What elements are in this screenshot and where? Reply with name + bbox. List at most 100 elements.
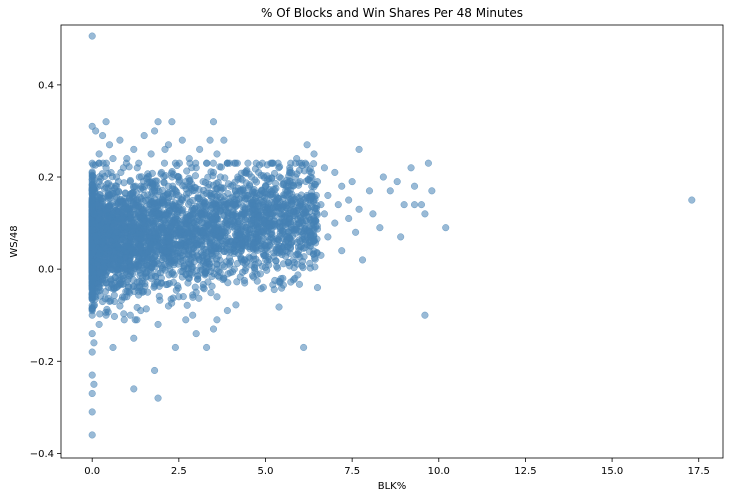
data-point bbox=[144, 173, 152, 181]
data-point bbox=[268, 210, 276, 218]
data-point bbox=[428, 187, 436, 195]
data-point bbox=[195, 194, 203, 202]
data-point bbox=[148, 169, 156, 177]
data-point bbox=[90, 302, 98, 310]
data-point bbox=[99, 132, 107, 140]
data-point bbox=[90, 182, 98, 190]
data-point bbox=[151, 366, 159, 375]
data-point bbox=[96, 191, 104, 199]
data-point bbox=[407, 164, 415, 172]
x-axis-label: BLK% bbox=[378, 481, 407, 492]
data-point bbox=[123, 293, 131, 301]
data-point bbox=[104, 217, 112, 225]
data-point bbox=[171, 343, 179, 351]
data-point bbox=[688, 196, 696, 204]
data-point bbox=[176, 258, 185, 266]
data-point bbox=[293, 155, 301, 163]
data-point bbox=[151, 247, 159, 255]
data-point bbox=[286, 214, 294, 223]
data-point bbox=[104, 170, 112, 178]
data-point bbox=[105, 141, 114, 149]
data-point bbox=[99, 201, 107, 209]
data-point bbox=[204, 278, 212, 286]
data-point bbox=[155, 292, 163, 300]
chart-title: % Of Blocks and Win Shares Per 48 Minute… bbox=[261, 6, 523, 20]
data-point bbox=[270, 169, 279, 177]
data-point bbox=[95, 159, 103, 167]
data-point bbox=[233, 259, 242, 267]
data-point bbox=[95, 150, 103, 158]
data-point bbox=[192, 224, 200, 232]
data-point bbox=[320, 164, 328, 172]
data-point bbox=[133, 164, 141, 172]
data-point bbox=[275, 303, 283, 311]
data-point bbox=[123, 205, 131, 213]
data-point bbox=[116, 196, 124, 204]
data-point bbox=[199, 178, 207, 186]
data-point bbox=[105, 297, 114, 305]
data-point bbox=[345, 214, 353, 223]
data-point bbox=[119, 219, 127, 227]
data-point bbox=[153, 202, 161, 210]
data-point bbox=[171, 159, 179, 167]
data-point bbox=[216, 233, 224, 241]
data-point bbox=[213, 150, 221, 158]
data-point bbox=[410, 182, 419, 190]
data-point bbox=[209, 219, 218, 227]
data-point bbox=[220, 247, 228, 256]
data-point bbox=[164, 141, 172, 149]
data-point bbox=[298, 262, 306, 270]
x-tick-label: 15.0 bbox=[601, 466, 623, 477]
data-point bbox=[88, 265, 96, 273]
data-point bbox=[287, 278, 295, 286]
data-point bbox=[265, 224, 273, 232]
data-point bbox=[88, 311, 96, 319]
data-point bbox=[203, 159, 211, 167]
data-point bbox=[286, 249, 294, 257]
data-point bbox=[224, 189, 232, 198]
data-point bbox=[109, 265, 117, 273]
data-point bbox=[234, 173, 242, 181]
data-point bbox=[249, 187, 257, 195]
data-point bbox=[202, 234, 210, 242]
data-point bbox=[196, 201, 204, 209]
data-point bbox=[133, 284, 141, 292]
data-point bbox=[178, 273, 186, 281]
data-point bbox=[160, 159, 169, 167]
x-tick-label: 5.0 bbox=[258, 466, 274, 477]
data-point bbox=[206, 191, 214, 199]
data-point bbox=[216, 256, 224, 264]
data-point bbox=[286, 177, 294, 185]
data-point bbox=[369, 210, 377, 218]
data-point bbox=[151, 282, 159, 290]
data-point bbox=[196, 145, 204, 153]
data-point bbox=[218, 184, 226, 192]
data-point bbox=[442, 224, 450, 232]
x-tick-label: 10.0 bbox=[428, 466, 450, 477]
data-point bbox=[95, 214, 103, 223]
data-point bbox=[120, 310, 128, 318]
data-point bbox=[227, 182, 235, 190]
data-point bbox=[275, 173, 283, 181]
data-point bbox=[140, 191, 148, 199]
data-point bbox=[140, 251, 148, 259]
data-point bbox=[208, 249, 216, 257]
data-point bbox=[338, 247, 346, 255]
data-point bbox=[102, 118, 110, 126]
data-point bbox=[310, 160, 318, 168]
data-point bbox=[205, 260, 213, 268]
data-point bbox=[207, 267, 215, 275]
data-point bbox=[95, 284, 103, 292]
data-point bbox=[230, 247, 239, 255]
data-point bbox=[300, 205, 308, 213]
data-point bbox=[303, 191, 311, 199]
data-point bbox=[379, 173, 387, 181]
data-point bbox=[102, 311, 110, 319]
data-point bbox=[133, 224, 141, 232]
data-point bbox=[212, 193, 221, 201]
data-point bbox=[164, 182, 172, 190]
data-point bbox=[296, 237, 304, 246]
data-point bbox=[151, 187, 159, 195]
data-point bbox=[168, 270, 176, 278]
data-point bbox=[90, 380, 98, 388]
